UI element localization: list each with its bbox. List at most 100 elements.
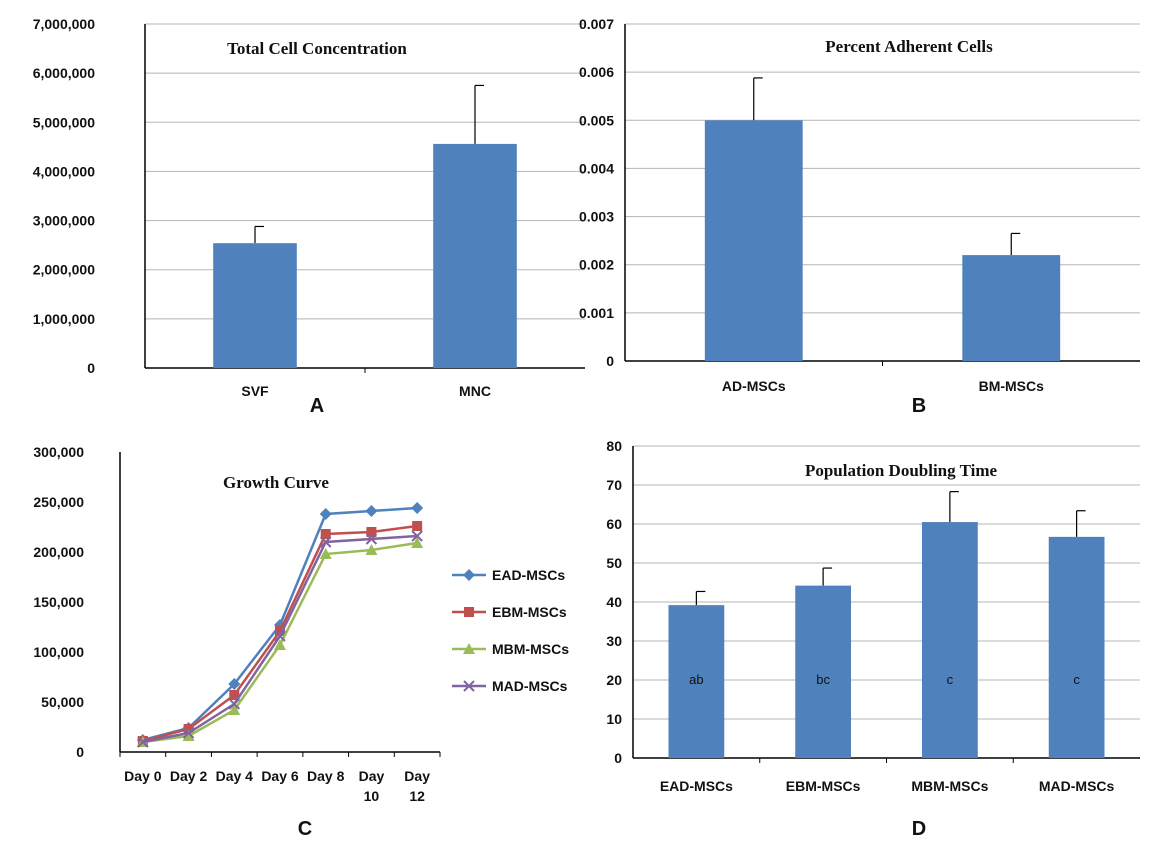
y-tick-label: 0.006 bbox=[579, 64, 614, 80]
y-tick-label: 300,000 bbox=[33, 444, 84, 460]
series-point bbox=[411, 537, 424, 548]
legend-marker bbox=[463, 643, 475, 654]
series-point bbox=[274, 630, 286, 642]
bar bbox=[795, 585, 852, 758]
y-tick-label: 50 bbox=[606, 555, 622, 571]
y-tick-label: 4,000,000 bbox=[33, 163, 95, 179]
x-tick-label: MNC bbox=[459, 383, 491, 399]
panel-a-title: Total Cell Concentration bbox=[227, 39, 407, 58]
legend-entry: EAD-MSCs bbox=[492, 567, 565, 583]
series-point bbox=[320, 529, 331, 539]
bar bbox=[433, 143, 517, 368]
legend-marker bbox=[464, 607, 474, 617]
series-point bbox=[229, 690, 240, 700]
y-tick-label: 0 bbox=[87, 360, 95, 376]
x-tick-label: MAD-MSCs bbox=[1039, 778, 1115, 794]
series-point bbox=[228, 698, 240, 710]
x-tick-label: Day 0 bbox=[124, 768, 162, 784]
bar-data-label: c bbox=[947, 672, 954, 687]
series-point bbox=[411, 502, 424, 514]
y-tick-label: 0.004 bbox=[579, 160, 614, 176]
bar bbox=[1048, 536, 1105, 758]
x-tick-label: MBM-MSCs bbox=[911, 778, 988, 794]
y-tick-label: 0.003 bbox=[579, 209, 614, 225]
y-tick-label: 0 bbox=[76, 744, 84, 760]
x-tick-label: Day 4 bbox=[216, 768, 254, 784]
legend-marker bbox=[463, 569, 475, 581]
legend-entry: MBM-MSCs bbox=[492, 641, 569, 657]
legend-entry: EBM-MSCs bbox=[492, 604, 567, 620]
y-tick-label: 100,000 bbox=[33, 644, 84, 660]
panel-a-chart: 0 1,000,000 2,000,000 3,000,000 4,000,000 5,0… bbox=[33, 16, 585, 417]
x-tick-label: Day 8 bbox=[307, 768, 345, 784]
bar bbox=[921, 522, 978, 758]
y-tick-label: 5,000,000 bbox=[33, 114, 95, 130]
x-tick-label: SVF bbox=[241, 383, 269, 399]
series-point bbox=[320, 536, 332, 548]
x-tick-label: 10 bbox=[364, 788, 380, 804]
x-tick-label: Day 2 bbox=[170, 768, 208, 784]
y-tick-label: 2,000,000 bbox=[33, 262, 95, 278]
y-tick-label: 20 bbox=[606, 672, 622, 688]
series-point bbox=[182, 727, 195, 739]
y-tick-label: 10 bbox=[606, 711, 622, 727]
bar bbox=[668, 605, 725, 758]
series-point bbox=[411, 530, 423, 542]
panel-d-label: D bbox=[912, 818, 926, 840]
y-tick-label: 1,000,000 bbox=[33, 311, 95, 327]
panel-a-label: A bbox=[310, 395, 324, 417]
series-point bbox=[319, 548, 332, 559]
panel-b-label: B bbox=[912, 395, 926, 417]
y-tick-label: 0.002 bbox=[579, 257, 614, 273]
series-point bbox=[275, 626, 285, 636]
x-tick-label: Day 6 bbox=[261, 768, 299, 784]
y-tick-label: 7,000,000 bbox=[33, 16, 95, 32]
panel-c-label: C bbox=[298, 818, 312, 840]
y-tick-label: 70 bbox=[606, 477, 622, 493]
bar-data-label: c bbox=[1073, 672, 1080, 687]
y-tick-label: 30 bbox=[606, 633, 622, 649]
x-tick-label: 12 bbox=[409, 788, 425, 804]
bar bbox=[962, 255, 1061, 361]
x-tick-label: EAD-MSCs bbox=[660, 778, 733, 794]
bar bbox=[213, 243, 297, 368]
x-tick-label: EBM-MSCs bbox=[786, 778, 861, 794]
series-point bbox=[137, 736, 149, 748]
series-point bbox=[319, 508, 332, 520]
y-tick-label: 250,000 bbox=[33, 494, 84, 510]
series-point bbox=[182, 730, 195, 741]
y-tick-label: 40 bbox=[606, 594, 622, 610]
bar bbox=[704, 120, 803, 362]
y-tick-label: 0 bbox=[614, 750, 622, 766]
panel-c-title: Growth Curve bbox=[223, 473, 329, 492]
series-point bbox=[228, 678, 241, 690]
series-point bbox=[365, 533, 378, 545]
y-tick-label: 200,000 bbox=[33, 544, 84, 560]
x-tick-label: Day bbox=[359, 768, 385, 784]
series-point bbox=[274, 639, 286, 650]
series-point bbox=[366, 527, 377, 537]
series-point bbox=[365, 544, 378, 555]
legend-entry: MAD-MSCs bbox=[492, 678, 568, 694]
panel-d-title: Population Doubling Time bbox=[805, 461, 998, 480]
x-tick-label: BM-MSCs bbox=[979, 378, 1045, 394]
y-tick-label: 6,000,000 bbox=[33, 65, 95, 81]
y-tick-label: 0.005 bbox=[579, 112, 614, 128]
panel-b-title: Percent Adherent Cells bbox=[825, 37, 993, 56]
y-tick-label: 0.001 bbox=[579, 305, 614, 321]
x-tick-label: Day bbox=[404, 768, 430, 784]
y-tick-label: 80 bbox=[606, 438, 622, 454]
series-point bbox=[412, 521, 423, 531]
bar-data-label: ab bbox=[689, 672, 703, 687]
panel-c-chart: 0 50,000 100,000 150,000 200,000 250,000 300,0… bbox=[33, 444, 569, 840]
y-tick-label: 60 bbox=[606, 516, 622, 532]
panel-b-chart: 0 0.001 0.002 0.003 0.004 0.005 0.006 0.007 AD-M… bbox=[579, 16, 1140, 417]
y-tick-label: 150,000 bbox=[33, 594, 84, 610]
y-tick-label: 3,000,000 bbox=[33, 213, 95, 229]
y-tick-label: 0.007 bbox=[579, 16, 614, 32]
panel-d-chart: 0 10 20 30 40 50 60 70 80 EAD-MSCs ab EBM-MSCs bc MBM… bbox=[606, 438, 1140, 840]
series-point bbox=[228, 704, 241, 715]
series-point bbox=[183, 724, 194, 734]
bar-data-label: bc bbox=[816, 672, 830, 687]
